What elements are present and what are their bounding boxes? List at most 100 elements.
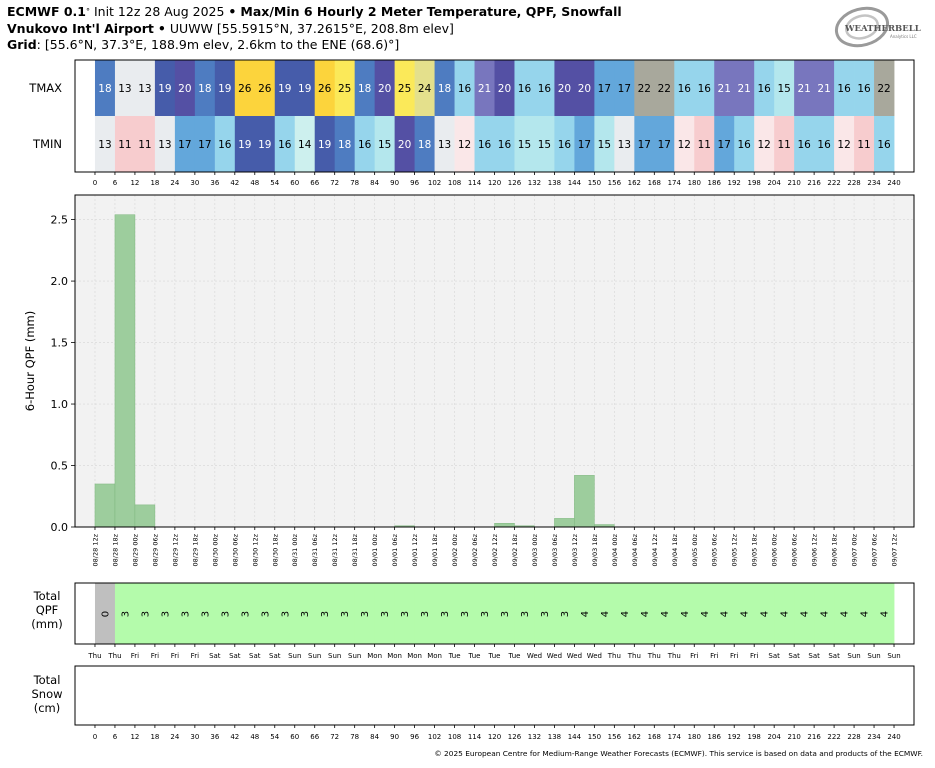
grid-x-tick-label: 78 bbox=[350, 179, 359, 187]
tmin-value: 15 bbox=[538, 139, 551, 151]
total-qpf-value: 4 bbox=[740, 611, 751, 617]
qpf-x-tick-label: 08/29 00z bbox=[131, 533, 139, 566]
qpf-y-tick-label: 2.5 bbox=[51, 214, 69, 227]
tmin-value: 15 bbox=[518, 139, 531, 151]
qpf-x-tick-label: 09/01 12z bbox=[411, 533, 419, 566]
grid-x-tick-label: 156 bbox=[608, 179, 622, 187]
tmax-value: 24 bbox=[418, 83, 432, 95]
model-name: ECMWF 0.1 bbox=[7, 4, 86, 19]
grid-x-tick-label: 48 bbox=[250, 179, 259, 187]
qpf-y-axis-label: 6-Hour QPF (mm) bbox=[23, 311, 37, 411]
tmin-value: 13 bbox=[618, 139, 631, 151]
total-qpf-value: 4 bbox=[640, 611, 651, 617]
total-snow-x-tick-label: 18 bbox=[150, 733, 159, 741]
total-qpf-cell bbox=[114, 583, 136, 644]
tmax-cell bbox=[294, 60, 316, 116]
grid-x-tick-label: 12 bbox=[130, 179, 139, 187]
total-snow-x-tick-label: 186 bbox=[708, 733, 722, 741]
tmax-value: 21 bbox=[738, 83, 751, 95]
tmin-cell bbox=[614, 116, 635, 172]
total-qpf-value: 3 bbox=[220, 611, 231, 617]
tmax-cell bbox=[434, 60, 455, 116]
total-snow-x-tick-label: 144 bbox=[568, 733, 582, 741]
grid-x-tick-label: 102 bbox=[428, 179, 441, 187]
grid-x-tick-label: 60 bbox=[290, 179, 299, 187]
tmin-value: 11 bbox=[118, 139, 131, 151]
tmax-value: 25 bbox=[338, 83, 351, 95]
total-qpf-cell bbox=[814, 583, 835, 644]
total-qpf-value: 4 bbox=[840, 611, 851, 617]
tmax-value: 19 bbox=[218, 83, 231, 95]
total-qpf-day-label: Fri bbox=[171, 652, 179, 660]
qpf-x-tick-label: 09/04 12z bbox=[651, 533, 659, 566]
tmin-value: 11 bbox=[698, 139, 711, 151]
total-snow-x-tick-label: 174 bbox=[668, 733, 682, 741]
tmax-cell bbox=[194, 60, 216, 116]
tmin-cell bbox=[214, 116, 236, 172]
qpf-x-tick-label: 09/06 06z bbox=[791, 533, 799, 566]
tmax-value: 18 bbox=[358, 83, 371, 95]
total-qpf-value: 3 bbox=[420, 611, 431, 617]
total-snow-x-tick-label: 96 bbox=[410, 733, 419, 741]
total-qpf-day-label: Thu bbox=[107, 652, 121, 660]
qpf-x-tick-label: 09/02 12z bbox=[491, 533, 499, 566]
tmax-cell bbox=[314, 60, 336, 116]
grid-x-tick-label: 150 bbox=[588, 179, 601, 187]
tmax-cell bbox=[454, 60, 475, 116]
tmin-cell bbox=[474, 116, 495, 172]
total-snow-x-tick-label: 36 bbox=[210, 733, 219, 741]
grid-label: Grid bbox=[7, 37, 37, 52]
total-snow-x-tick-label: 102 bbox=[428, 733, 441, 741]
tmin-cell bbox=[254, 116, 276, 172]
total-qpf-value: 3 bbox=[300, 611, 311, 617]
total-snow-x-tick-label: 42 bbox=[230, 733, 239, 741]
total-qpf-value: 4 bbox=[720, 611, 731, 617]
tmin-value: 12 bbox=[678, 139, 691, 151]
header-line-1: ECMWF 0.1° Init 12z 28 Aug 2025 • Max/Mi… bbox=[7, 4, 827, 21]
tmin-cell bbox=[274, 116, 296, 172]
qpf-bar bbox=[114, 214, 136, 528]
qpf-x-tick-label: 08/31 12z bbox=[331, 533, 339, 566]
tmax-row-label: TMAX bbox=[28, 81, 62, 95]
qpf-x-tick-label: 09/01 06z bbox=[391, 533, 399, 566]
qpf-x-tick-label: 08/28 18z bbox=[111, 533, 119, 566]
tmax-cell bbox=[394, 60, 415, 116]
total-snow-x-tick-label: 150 bbox=[588, 733, 601, 741]
grid-x-tick-label: 90 bbox=[390, 179, 399, 187]
total-qpf-value: 4 bbox=[620, 611, 631, 617]
total-qpf-cell bbox=[254, 583, 276, 644]
total-snow-x-tick-label: 240 bbox=[887, 733, 900, 741]
tmin-cell bbox=[834, 116, 855, 172]
qpf-x-tick-label: 08/31 00z bbox=[291, 533, 299, 566]
total-snow-x-tick-label: 222 bbox=[827, 733, 840, 741]
total-qpf-cell bbox=[654, 583, 675, 644]
tmin-cell bbox=[754, 116, 775, 172]
grid-x-tick-label: 66 bbox=[310, 179, 319, 187]
tmax-value: 19 bbox=[278, 83, 291, 95]
tmax-cell bbox=[114, 60, 136, 116]
total-snow-x-tick-label: 204 bbox=[767, 733, 781, 741]
tmax-cell bbox=[554, 60, 575, 116]
qpf-bar bbox=[94, 483, 116, 528]
tmax-value: 20 bbox=[178, 83, 191, 95]
grid-x-tick-label: 144 bbox=[568, 179, 582, 187]
grid-x-tick-label: 180 bbox=[688, 179, 701, 187]
qpf-x-tick-label: 09/03 06z bbox=[551, 533, 559, 566]
tmax-cell bbox=[794, 60, 815, 116]
tmin-cell bbox=[694, 116, 715, 172]
grid-x-tick-label: 24 bbox=[170, 179, 179, 187]
total-qpf-cell bbox=[734, 583, 755, 644]
temperature-grid: 18 13 13 19 20 18 19 26 26 19 19 26 25 18 20 25 24 18 16 21… bbox=[28, 59, 915, 187]
qpf-x-tick-label: 09/04 06z bbox=[631, 533, 639, 566]
total-qpf-value: 3 bbox=[360, 611, 371, 617]
total-qpf-day-label: Thu bbox=[667, 652, 681, 660]
tmax-cell bbox=[654, 60, 675, 116]
qpf-x-tick-label: 09/01 00z bbox=[371, 533, 379, 566]
tmin-cell bbox=[594, 116, 615, 172]
total-snow-x-tick-label: 30 bbox=[190, 733, 199, 741]
total-snow-x-tick-label: 234 bbox=[867, 733, 881, 741]
total-qpf-value: 3 bbox=[480, 611, 491, 617]
total-snow-x-tick-label: 114 bbox=[468, 733, 482, 741]
total-qpf-day-label: Mon bbox=[427, 652, 442, 660]
